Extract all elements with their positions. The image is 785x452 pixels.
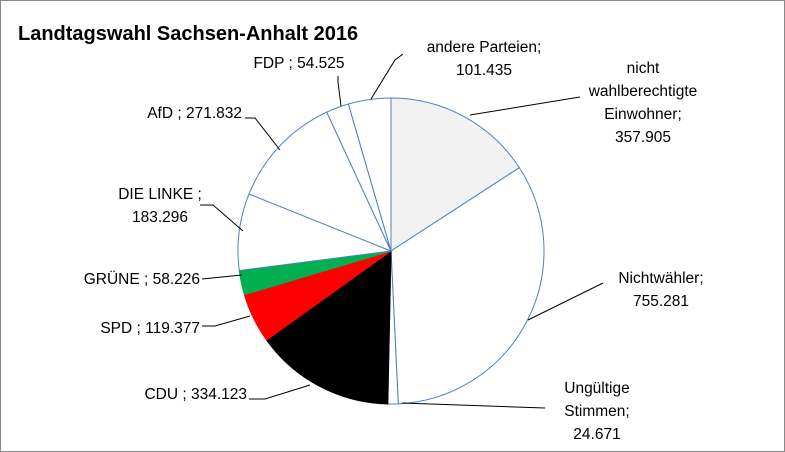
leader-line-afd bbox=[245, 117, 281, 151]
leader-line-spd bbox=[202, 315, 251, 327]
data-label-die-linke: DIE LINKE ; 183.296 bbox=[118, 186, 202, 226]
chart-title: Landtagswahl Sachsen-Anhalt 2016 bbox=[18, 23, 358, 45]
data-labels: nicht wahlberechtigte Einwohner; 357.905 Nic… bbox=[84, 39, 704, 443]
data-label-spd: SPD ; 119.377 bbox=[100, 320, 200, 337]
leader-line-die-linke bbox=[200, 204, 244, 232]
data-label-nichtwaehler: Nichtwähler; 755.281 bbox=[618, 270, 703, 310]
leader-line-andere-parteien bbox=[370, 53, 404, 100]
data-label-gruene: GRÜNE ; 58.226 bbox=[84, 270, 200, 288]
pie-slice-cdu bbox=[265, 250, 392, 405]
data-label-andere-parteien: andere Parteien; 101.435 bbox=[427, 39, 542, 79]
leader-line-cdu bbox=[249, 384, 311, 400]
pie-slice-afd bbox=[248, 111, 392, 252]
leader-line-fdp bbox=[337, 76, 342, 107]
pie-slice-andere-parteien bbox=[347, 97, 392, 252]
data-label-afd: AfD ; 271.832 bbox=[147, 105, 242, 122]
leader-line-nicht-wahlberechtigte-einwohner bbox=[469, 96, 581, 116]
data-label-ungueltige-stimmen: Ungültige Stimmen; 24.671 bbox=[564, 380, 630, 443]
leader-line-gruene bbox=[201, 274, 243, 280]
pie-slices bbox=[237, 97, 545, 405]
leader-line-ungueltige-stimmen bbox=[401, 402, 546, 409]
pie-slice-nichtwaehler bbox=[390, 166, 545, 405]
data-label-fdp: FDP ; 54.525 bbox=[253, 55, 344, 72]
leader-lines bbox=[200, 53, 604, 409]
data-label-nicht-wahlberechtigte-einwohner: nicht wahlberechtigte Einwohner; 357.905 bbox=[588, 60, 698, 146]
leader-line-nichtwaehler bbox=[527, 282, 604, 321]
pie-slice-nicht-wahlberechtigte-einwohner bbox=[390, 97, 521, 252]
data-label-cdu: CDU ; 334.123 bbox=[144, 386, 247, 403]
